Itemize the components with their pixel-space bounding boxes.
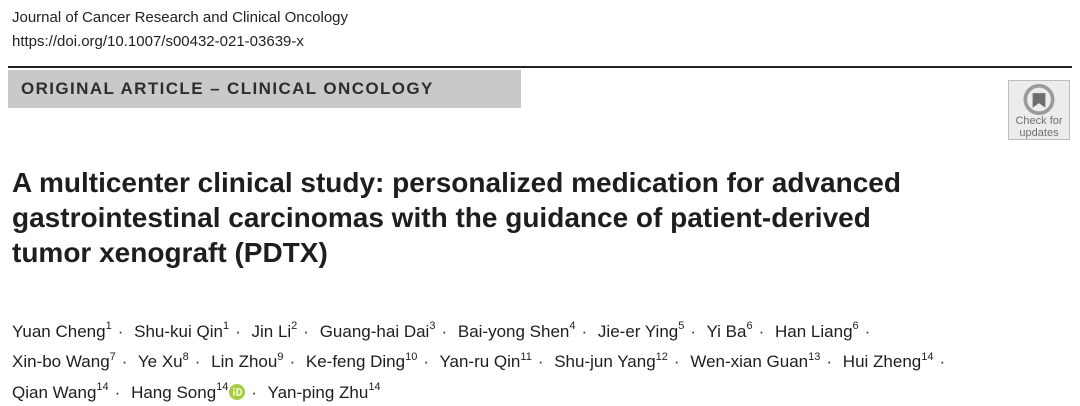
author[interactable]: Xin-bo Wang7 bbox=[12, 350, 116, 372]
author-separator: · bbox=[235, 321, 241, 341]
author[interactable]: Hui Zheng14 bbox=[842, 350, 934, 372]
author-separator: · bbox=[117, 321, 124, 341]
check-for-updates-badge[interactable]: Check for updates bbox=[1008, 80, 1070, 140]
author[interactable]: Lin Zhou9 bbox=[211, 350, 284, 372]
journal-name: Journal of Cancer Research and Clinical … bbox=[12, 9, 349, 26]
affiliation-mark: 3 bbox=[429, 320, 436, 332]
author-list: Yuan Cheng1 · Shu-kui Qin1 · Jin Li2 · Guan… bbox=[12, 314, 1072, 406]
author[interactable]: Hang Song14 bbox=[131, 381, 246, 402]
badge-line-1: Check for bbox=[1015, 115, 1063, 127]
author-separator: · bbox=[673, 352, 680, 372]
author[interactable]: Qian Wang14 bbox=[12, 381, 109, 402]
author-separator: · bbox=[864, 321, 871, 341]
affiliation-mark: 8 bbox=[182, 350, 189, 363]
affiliation-mark: 7 bbox=[109, 350, 116, 363]
author-separator: · bbox=[423, 352, 430, 372]
header-divider bbox=[8, 66, 1072, 68]
author-separator: · bbox=[441, 321, 448, 341]
affiliation-mark: 14 bbox=[921, 350, 934, 363]
author-separator: · bbox=[939, 352, 946, 372]
affiliation-mark: 6 bbox=[852, 320, 859, 332]
author-line: Yuan Cheng1 · Shu-kui Qin1 · Jin Li2 · Guan… bbox=[12, 314, 1072, 345]
author-separator: · bbox=[690, 321, 697, 341]
author-separator: · bbox=[581, 321, 588, 341]
author[interactable]: Yi Ba6 bbox=[706, 320, 753, 341]
author[interactable]: Ke-feng Ding10 bbox=[305, 350, 418, 372]
affiliation-mark: 1 bbox=[222, 320, 230, 332]
section-banner: ORIGINAL ARTICLE – CLINICAL ONCOLOGY bbox=[8, 70, 521, 108]
author[interactable]: Jie-er Ying5 bbox=[597, 320, 685, 341]
author[interactable]: Shu-jun Yang12 bbox=[554, 350, 668, 372]
title-line: tumor xenograft (PDTX) bbox=[12, 237, 328, 268]
badge-line-2: updates bbox=[1019, 127, 1059, 139]
affiliation-mark: 6 bbox=[746, 320, 753, 332]
affiliation-mark: 5 bbox=[678, 320, 685, 332]
author-separator: · bbox=[758, 321, 765, 341]
author[interactable]: Yan-ru Qin11 bbox=[439, 350, 532, 372]
author-separator: · bbox=[289, 352, 296, 372]
author-separator: · bbox=[251, 382, 258, 402]
affiliation-mark: 9 bbox=[277, 350, 284, 363]
author-separator: · bbox=[114, 382, 121, 402]
title-line: A multicenter clinical study: personaliz… bbox=[12, 167, 901, 198]
affiliation-mark: 12 bbox=[655, 350, 668, 363]
orcid-icon[interactable] bbox=[229, 383, 246, 400]
author[interactable]: Wen-xian Guan13 bbox=[690, 350, 821, 372]
author-separator: · bbox=[194, 352, 201, 372]
author-separator: · bbox=[826, 352, 833, 372]
section-label: ORIGINAL ARTICLE – CLINICAL ONCOLOGY bbox=[21, 79, 434, 98]
affiliation-mark: 14 bbox=[96, 381, 109, 394]
affiliation-mark: 14 bbox=[216, 381, 229, 394]
author-separator: · bbox=[537, 352, 544, 372]
affiliation-mark: 4 bbox=[569, 320, 576, 332]
affiliation-mark: 13 bbox=[808, 350, 821, 363]
author[interactable]: Jin Li2 bbox=[251, 320, 298, 341]
author-separator: · bbox=[303, 321, 309, 341]
author[interactable]: Guang-hai Dai3 bbox=[319, 320, 436, 341]
affiliation-mark: 10 bbox=[405, 350, 418, 363]
affiliation-mark: 11 bbox=[520, 350, 532, 363]
author[interactable]: Bai-yong Shen4 bbox=[457, 320, 576, 341]
title-line: gastrointestinal carcinomas with the gui… bbox=[12, 202, 871, 233]
author[interactable]: Yuan Cheng1 bbox=[12, 320, 112, 341]
author[interactable]: Han Liang6 bbox=[775, 320, 859, 341]
author-line: Qian Wang14 · Hang Song14 · Yan-ping Zhu14 bbox=[12, 375, 1072, 406]
affiliation-mark: 14 bbox=[368, 381, 381, 394]
author[interactable]: Shu-kui Qin1 bbox=[134, 320, 230, 341]
affiliation-mark: 1 bbox=[105, 320, 112, 332]
check-for-updates-icon bbox=[1023, 84, 1055, 115]
article-title: A multicenter clinical study: personaliz… bbox=[12, 165, 1012, 270]
author[interactable]: Ye Xu8 bbox=[137, 350, 189, 372]
author-line: Xin-bo Wang7 · Ye Xu8 · Lin Zhou9 · Ke-feng… bbox=[12, 345, 1072, 376]
author-separator: · bbox=[121, 352, 128, 372]
author[interactable]: Yan-ping Zhu14 bbox=[267, 381, 381, 402]
affiliation-mark: 2 bbox=[291, 320, 298, 332]
doi-link[interactable]: https://doi.org/10.1007/s00432-021-03639… bbox=[12, 33, 304, 50]
